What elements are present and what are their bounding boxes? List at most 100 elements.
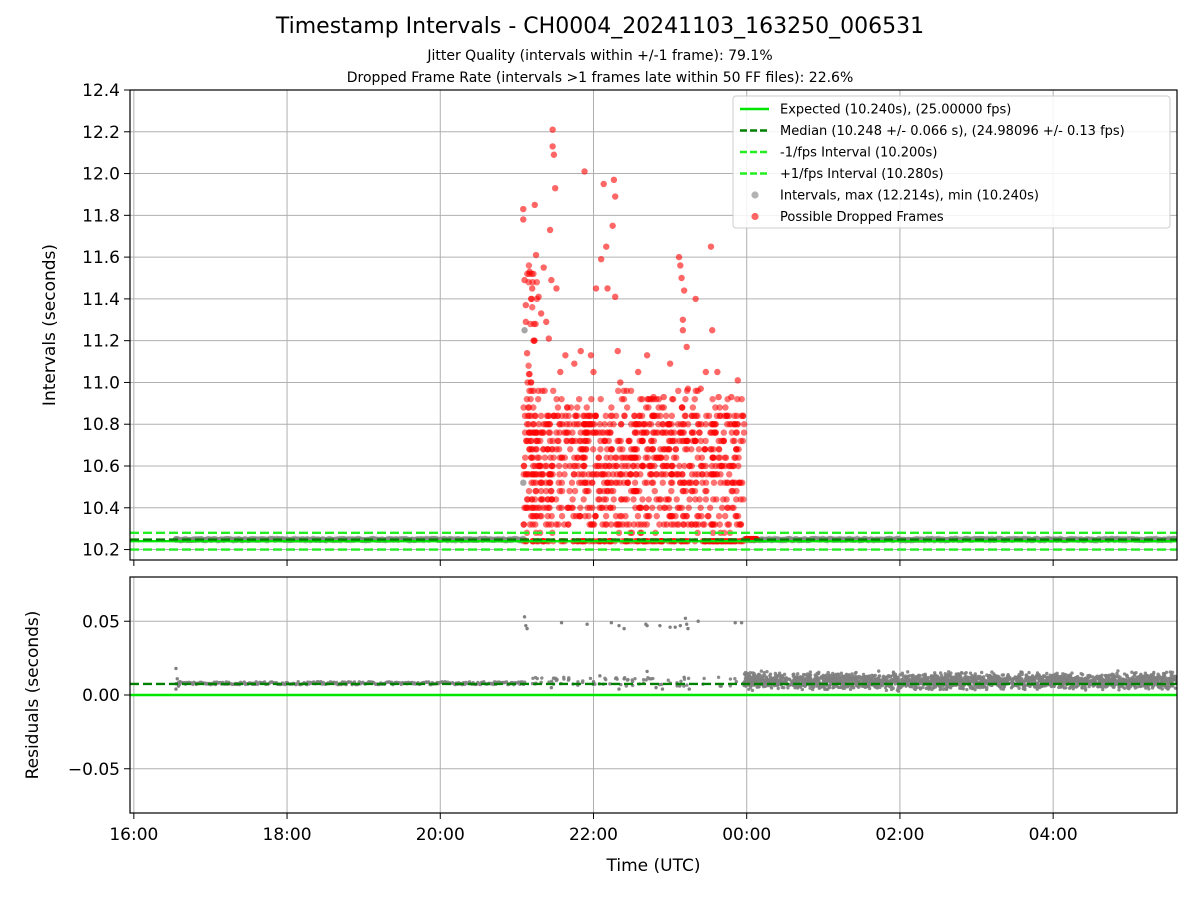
dropped-frame-point (598, 471, 605, 478)
dropped-frame-point (592, 412, 599, 420)
residual-point (581, 679, 585, 683)
dropped-frame-point (540, 446, 547, 453)
dropped-frame-point (697, 437, 705, 445)
residual-point (745, 679, 750, 684)
dropped-frame-point (688, 471, 696, 478)
dropped-frame-point (607, 504, 614, 511)
dropped-frame-point (545, 412, 553, 420)
residual-point (1122, 686, 1127, 690)
residual-point (1083, 676, 1088, 681)
residual-point (860, 675, 864, 680)
dropped-frame-point (682, 512, 690, 520)
dropped-frame-point (688, 429, 696, 436)
residual-point (678, 623, 683, 628)
dropped-frame-point (561, 471, 568, 478)
residual-point (762, 671, 766, 675)
residual-point (815, 684, 819, 688)
residual-point (673, 625, 677, 629)
residual-point (1110, 672, 1115, 676)
dropped-frame-point (621, 412, 628, 420)
dropped-frame-point (529, 446, 536, 453)
residual-point (1124, 673, 1129, 677)
residual-point (175, 677, 179, 681)
dropped-frame-point (613, 479, 621, 486)
residual-point (1035, 671, 1040, 675)
dropped-frame-point (720, 437, 727, 445)
residual-point (850, 677, 854, 682)
residual-point (773, 676, 778, 680)
residual-point (1138, 684, 1143, 689)
dropped-frame-point (610, 421, 617, 428)
dropped-frame-point (540, 504, 547, 511)
residual-point (803, 684, 807, 688)
residual-point (1166, 676, 1170, 681)
residual-point (979, 675, 984, 680)
dropped-frame-point (609, 222, 616, 229)
residual-point (684, 622, 689, 626)
residual-point (992, 672, 996, 676)
residual-point (777, 671, 782, 675)
residual-point (908, 674, 912, 678)
dropped-frame-point (695, 446, 703, 453)
residual-point (658, 623, 662, 628)
residual-point (1115, 671, 1119, 676)
dropped-frame-point (571, 487, 579, 495)
dropped-frame-point (532, 504, 539, 511)
residual-point (963, 672, 967, 676)
residual-point (603, 676, 607, 680)
dropped-frame-point (666, 360, 674, 367)
dropped-frame-point (546, 226, 554, 234)
residual-point (1173, 686, 1177, 690)
residual-point (839, 671, 844, 675)
dropped-frame-point (731, 437, 738, 445)
residual-point (906, 679, 911, 684)
residual-point (932, 676, 936, 681)
dropped-frame-point (529, 278, 536, 286)
top-ytick-label: 12.0 (82, 165, 120, 185)
dropped-frame-point (672, 446, 680, 453)
residual-point (645, 669, 649, 674)
dropped-frame-point (716, 454, 723, 461)
residual-point (1062, 686, 1066, 690)
residual-point (1040, 675, 1045, 679)
dropped-frame-point (702, 496, 710, 503)
dropped-frame-point (647, 421, 655, 428)
dropped-frame-point (596, 504, 603, 511)
residual-point (768, 672, 773, 676)
residual-point (1016, 679, 1020, 683)
residual-point (1104, 674, 1108, 678)
dropped-frame-point (691, 395, 698, 403)
dropped-frame-point (638, 412, 646, 420)
residual-point (1172, 674, 1177, 678)
residual-point (833, 677, 838, 681)
dropped-frame-point (601, 437, 608, 445)
dropped-frame-point (554, 412, 561, 420)
residual-point (1166, 687, 1170, 691)
residual-point (943, 677, 948, 682)
residual-point (924, 679, 929, 683)
legend-dot-swatch (751, 191, 759, 199)
dropped-frame-point (556, 429, 563, 436)
residual-point (1128, 677, 1132, 681)
residual-point (524, 623, 528, 628)
dropped-frame-point (545, 335, 552, 342)
residual-point (626, 677, 630, 682)
dropped-frame-point (545, 521, 552, 528)
dropped-frame-point (616, 512, 624, 520)
dropped-frame-point (732, 496, 740, 503)
dropped-frame-point (537, 412, 545, 420)
dropped-frame-point (597, 256, 605, 263)
residual-point (1050, 680, 1055, 684)
dropped-frame-point (734, 512, 742, 520)
dropped-frame-point (660, 521, 668, 528)
dropped-frame-point (557, 421, 564, 428)
dropped-frame-point (628, 446, 635, 453)
dropped-frame-point (729, 479, 736, 486)
dropped-frame-point (668, 471, 675, 478)
residual-point (630, 678, 634, 682)
residual-point (910, 675, 915, 679)
dropped-frame-point (706, 504, 714, 511)
residual-point (803, 677, 807, 681)
dropped-frame-point (708, 429, 715, 436)
top-ytick-label: 11.4 (82, 290, 120, 310)
